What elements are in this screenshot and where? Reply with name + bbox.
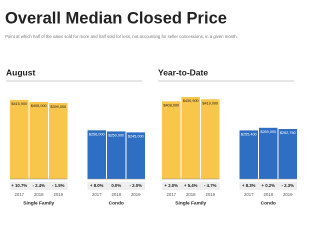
x-tick-label: 2017 [92,192,102,197]
x-tick-label: 2018 [263,192,273,197]
change-label: + 2.0% [165,183,179,188]
change-label: + 8.0% [90,183,104,188]
bar [162,101,181,179]
value-label: $405,000 [31,104,47,108]
value-label: $269,000 [260,130,276,134]
change-label: - 2.4% [33,183,46,188]
x-tick-label: 2017 [14,192,24,197]
bar [10,99,29,179]
group-label: Single Family [175,200,206,206]
x-tick-label: 2018 [34,192,44,197]
panel-title: August [6,67,35,77]
x-tick-label: 2019 [131,192,141,197]
group-label: Condo [109,200,124,206]
change-band [239,182,297,190]
x-tick-label: 2019 [283,192,293,197]
bar [49,103,68,179]
value-label: $245,000 [128,134,144,138]
change-label: + 8.3% [242,183,256,188]
panel-title: Year-to-Date [158,67,208,77]
change-band [162,182,220,190]
change-label: 0.0% [111,183,121,188]
bar [87,130,106,179]
x-tick-label: 2019 [53,192,63,197]
value-label: $250,000 [108,133,124,137]
x-tick-label: 2017 [244,192,254,197]
value-label: $255,400 [241,132,257,136]
x-tick-label: 2019 [205,192,215,197]
value-label: $415,900 [11,102,27,106]
bar [181,97,200,179]
bar [107,131,126,179]
page: Overall Median Closed Price Point at whi… [5,9,297,206]
change-band [87,182,145,190]
x-tick-label: 2018 [186,192,196,197]
x-tick-label: 2017 [166,192,176,197]
value-label: $399,000 [50,105,66,109]
x-tick-label: 2018 [111,192,121,197]
change-label: - 2.0% [130,183,143,188]
bar [239,130,258,179]
page-title: Overall Median Closed Price [5,9,227,27]
change-label: + 0.2% [262,183,276,188]
bar [201,99,220,179]
change-label: + 5.4% [184,183,198,188]
bar [278,128,297,179]
change-label: + 10.7% [11,183,27,188]
value-label: $430,900 [183,99,199,103]
change-label: - 2.3% [282,183,295,188]
value-label: $419,000 [202,101,218,105]
bar [126,132,145,179]
bar [259,127,278,179]
change-label: - 1.5% [52,183,65,188]
change-label: - 4.7% [204,183,217,188]
group-label: Single Family [23,200,54,206]
bar [29,101,48,179]
page-subtitle: Point at which half of the sales sold fo… [5,34,238,39]
group-label: Condo [261,200,276,206]
value-label: $408,000 [163,103,179,107]
value-label: $262,750 [280,131,296,135]
change-band [10,182,68,190]
value-label: $256,000 [89,132,105,136]
